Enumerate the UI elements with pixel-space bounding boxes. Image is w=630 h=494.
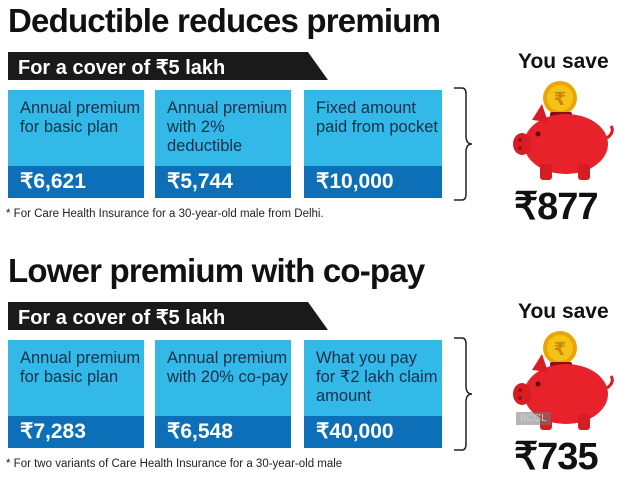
piggy-bank-icon: ₹ bbox=[513, 81, 614, 180]
piggy-bank-icon: ₹ bbox=[513, 331, 614, 430]
box-label: What you pay for ₹2 lakh claim amount bbox=[316, 349, 438, 405]
rupee-coin-icon: ₹ bbox=[543, 331, 577, 365]
box-label: Annual premium for basic plan bbox=[20, 99, 141, 136]
cover-banner: For a cover of ₹5 lakh bbox=[8, 52, 328, 80]
basic-plan-box: Annual premium for basic plan ₹6,621 bbox=[8, 90, 144, 198]
box-label: Fixed amount paid from pocket bbox=[316, 99, 438, 136]
footnote: * For Care Health Insurance for a 30-yea… bbox=[6, 208, 324, 220]
rupee-coin-icon: ₹ bbox=[543, 81, 577, 115]
watermark: BCCL bbox=[516, 412, 551, 425]
section-title: Deductible reduces premium bbox=[8, 2, 441, 39]
deductible-plan-box: Annual premium with 2% deductible ₹5,744 bbox=[155, 90, 291, 198]
box-value: ₹5,744 bbox=[155, 166, 291, 198]
banner-text: For a cover of ₹5 lakh bbox=[18, 57, 226, 79]
cover-banner: For a cover of ₹5 lakh bbox=[8, 302, 328, 330]
deductible-section: Deductible reduces premium For a cover o… bbox=[0, 0, 630, 244]
svg-text:₹: ₹ bbox=[554, 339, 567, 360]
basic-plan-box: Annual premium for basic plan ₹7,283 bbox=[8, 340, 144, 448]
claim-amount-box: What you pay for ₹2 lakh claim amount ₹4… bbox=[304, 340, 442, 448]
you-save-label: You save bbox=[518, 300, 609, 323]
svg-text:₹: ₹ bbox=[554, 89, 567, 110]
section-title: Lower premium with co-pay bbox=[8, 252, 425, 289]
box-value: ₹6,548 bbox=[155, 416, 291, 448]
bracket-icon bbox=[454, 337, 473, 451]
box-label: Annual premium with 2% deductible bbox=[167, 99, 288, 155]
footnote: * For two variants of Care Health Insura… bbox=[6, 458, 343, 470]
copay-section: Lower premium with co-pay For a cover of… bbox=[0, 250, 630, 494]
bracket-icon bbox=[454, 87, 473, 201]
box-label: Annual premium with 20% co-pay bbox=[167, 349, 289, 386]
box-value: ₹7,283 bbox=[8, 416, 144, 448]
box-value: ₹40,000 bbox=[304, 416, 442, 448]
banner-text: For a cover of ₹5 lakh bbox=[18, 307, 226, 329]
saved-amount: ₹877 bbox=[514, 186, 599, 228]
you-save-label: You save bbox=[518, 50, 609, 73]
box-value: ₹10,000 bbox=[304, 166, 442, 198]
fixed-amount-box: Fixed amount paid from pocket ₹10,000 bbox=[304, 90, 442, 198]
box-label: Annual premium for basic plan bbox=[20, 349, 141, 386]
box-value: ₹6,621 bbox=[8, 166, 144, 198]
saved-amount: ₹735 bbox=[514, 436, 599, 478]
copay-plan-box: Annual premium with 20% co-pay ₹6,548 bbox=[155, 340, 291, 448]
